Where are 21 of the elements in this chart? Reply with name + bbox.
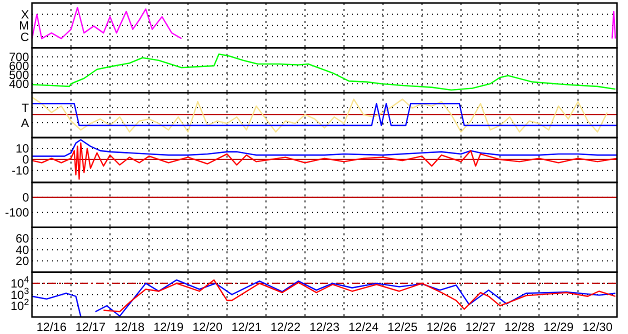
text: A (20, 116, 29, 130)
x-tick-label: 12/25 (387, 320, 418, 334)
y-tick-label: 20 (16, 254, 30, 268)
text: X (20, 7, 29, 22)
x-tick-label: 12/30 (582, 320, 613, 334)
x-tick-label: 12/26 (426, 320, 457, 334)
y-tick-label: 0 (22, 190, 30, 205)
x-tick-label: 12/29 (543, 320, 574, 334)
x-tick-label: 12/18 (114, 320, 145, 334)
y-tick-label: -100 (4, 206, 30, 220)
x-tick-label: 12/20 (192, 320, 223, 334)
x-tick-label: 12/17 (75, 320, 106, 334)
x-tick-label: 12/19 (153, 320, 184, 334)
x-tick-label: 12/22 (270, 320, 301, 334)
x-tick-label: 12/23 (309, 320, 340, 334)
x-tick-label: 12/27 (465, 320, 496, 334)
x-tick-label: 12/24 (348, 320, 379, 334)
x-tick-label: 12/16 (36, 320, 67, 334)
text: T (22, 100, 30, 115)
x-tick-label: 12/28 (504, 320, 535, 334)
x-tick-label: 12/21 (231, 320, 262, 334)
